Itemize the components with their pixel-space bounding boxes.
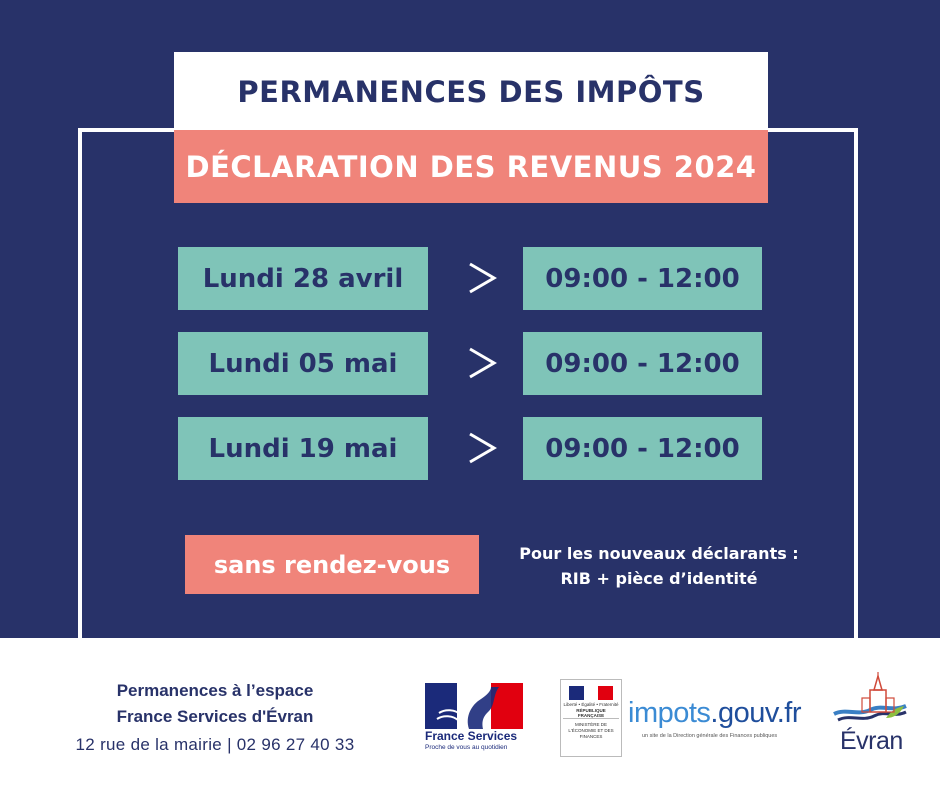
session-date: Lundi 05 mai <box>208 348 398 379</box>
impots-brand: impots.gouv.fr <box>628 697 813 730</box>
page-subtitle: DÉCLARATION DES REVENUS 2024 <box>185 149 757 184</box>
title-banner: PERMANENCES DES IMPÔTS <box>174 52 768 132</box>
no-appointment-label: sans rendez-vous <box>213 550 451 579</box>
footer-line: Permanences à l’espace <box>116 681 314 700</box>
session-time: 09:00 - 12:00 <box>545 433 740 464</box>
impots-gouv-logo: impots.gouv.fr un site de la Direction g… <box>628 697 813 742</box>
session-date: Lundi 28 avril <box>202 263 404 294</box>
france-services-logo: France Services Proche de vous au quotid… <box>425 683 525 753</box>
chevron-right-icon <box>469 432 497 464</box>
impots-brand-prefix: impots <box>628 697 711 729</box>
note-line: RIB + pièce d’identité <box>560 569 758 588</box>
impots-tagline: un site de la Direction générale des Fin… <box>642 733 778 739</box>
poster-frame <box>78 128 858 688</box>
evran-church-icon <box>833 672 907 722</box>
session-time: 09:00 - 12:00 <box>545 348 740 379</box>
divider <box>563 718 619 719</box>
session-date-box: Lundi 19 mai <box>178 417 428 480</box>
session-date: Lundi 19 mai <box>208 433 398 464</box>
footer-contact: 12 rue de la mairie | 02 96 27 40 33 <box>75 735 355 754</box>
session-time: 09:00 - 12:00 <box>545 263 740 294</box>
page-title: PERMANENCES DES IMPÔTS <box>237 75 705 109</box>
ministry-republic: RÉPUBLIQUE FRANÇAISE <box>576 708 606 718</box>
subtitle-banner: DÉCLARATION DES REVENUS 2024 <box>174 130 768 203</box>
session-date-box: Lundi 28 avril <box>178 247 428 310</box>
tricolor-flag-icon <box>569 686 614 700</box>
note-line: Pour les nouveaux déclarants : <box>519 544 799 563</box>
chevron-right-icon <box>469 262 497 294</box>
marianne-flag-icon <box>425 683 523 729</box>
evran-logo: Évran <box>830 670 910 760</box>
no-appointment-badge: sans rendez-vous <box>185 535 479 594</box>
footer-line: France Services d'Évran <box>116 707 314 726</box>
new-declarants-note: Pour les nouveaux déclarants : RIB + piè… <box>500 541 818 591</box>
impots-brand-suffix: .gouv.fr <box>710 697 801 729</box>
session-time-box: 09:00 - 12:00 <box>523 332 762 395</box>
ministry-logo: Liberté • Égalité • Fraternité RÉPUBLIQU… <box>560 679 622 757</box>
footer-address: Permanences à l’espace France Services d… <box>30 678 400 760</box>
france-services-tagline: Proche de vous au quotidien <box>425 744 508 751</box>
session-date-box: Lundi 05 mai <box>178 332 428 395</box>
chevron-right-icon <box>469 347 497 379</box>
session-time-box: 09:00 - 12:00 <box>523 417 762 480</box>
ministry-name: MINISTÈRE DE L'ÉCONOMIE ET DES FINANCES <box>568 722 614 739</box>
ministry-motto: Liberté • Égalité • Fraternité <box>563 702 619 707</box>
session-time-box: 09:00 - 12:00 <box>523 247 762 310</box>
evran-name: Évran <box>840 727 903 755</box>
france-services-name: France Services <box>425 729 518 743</box>
